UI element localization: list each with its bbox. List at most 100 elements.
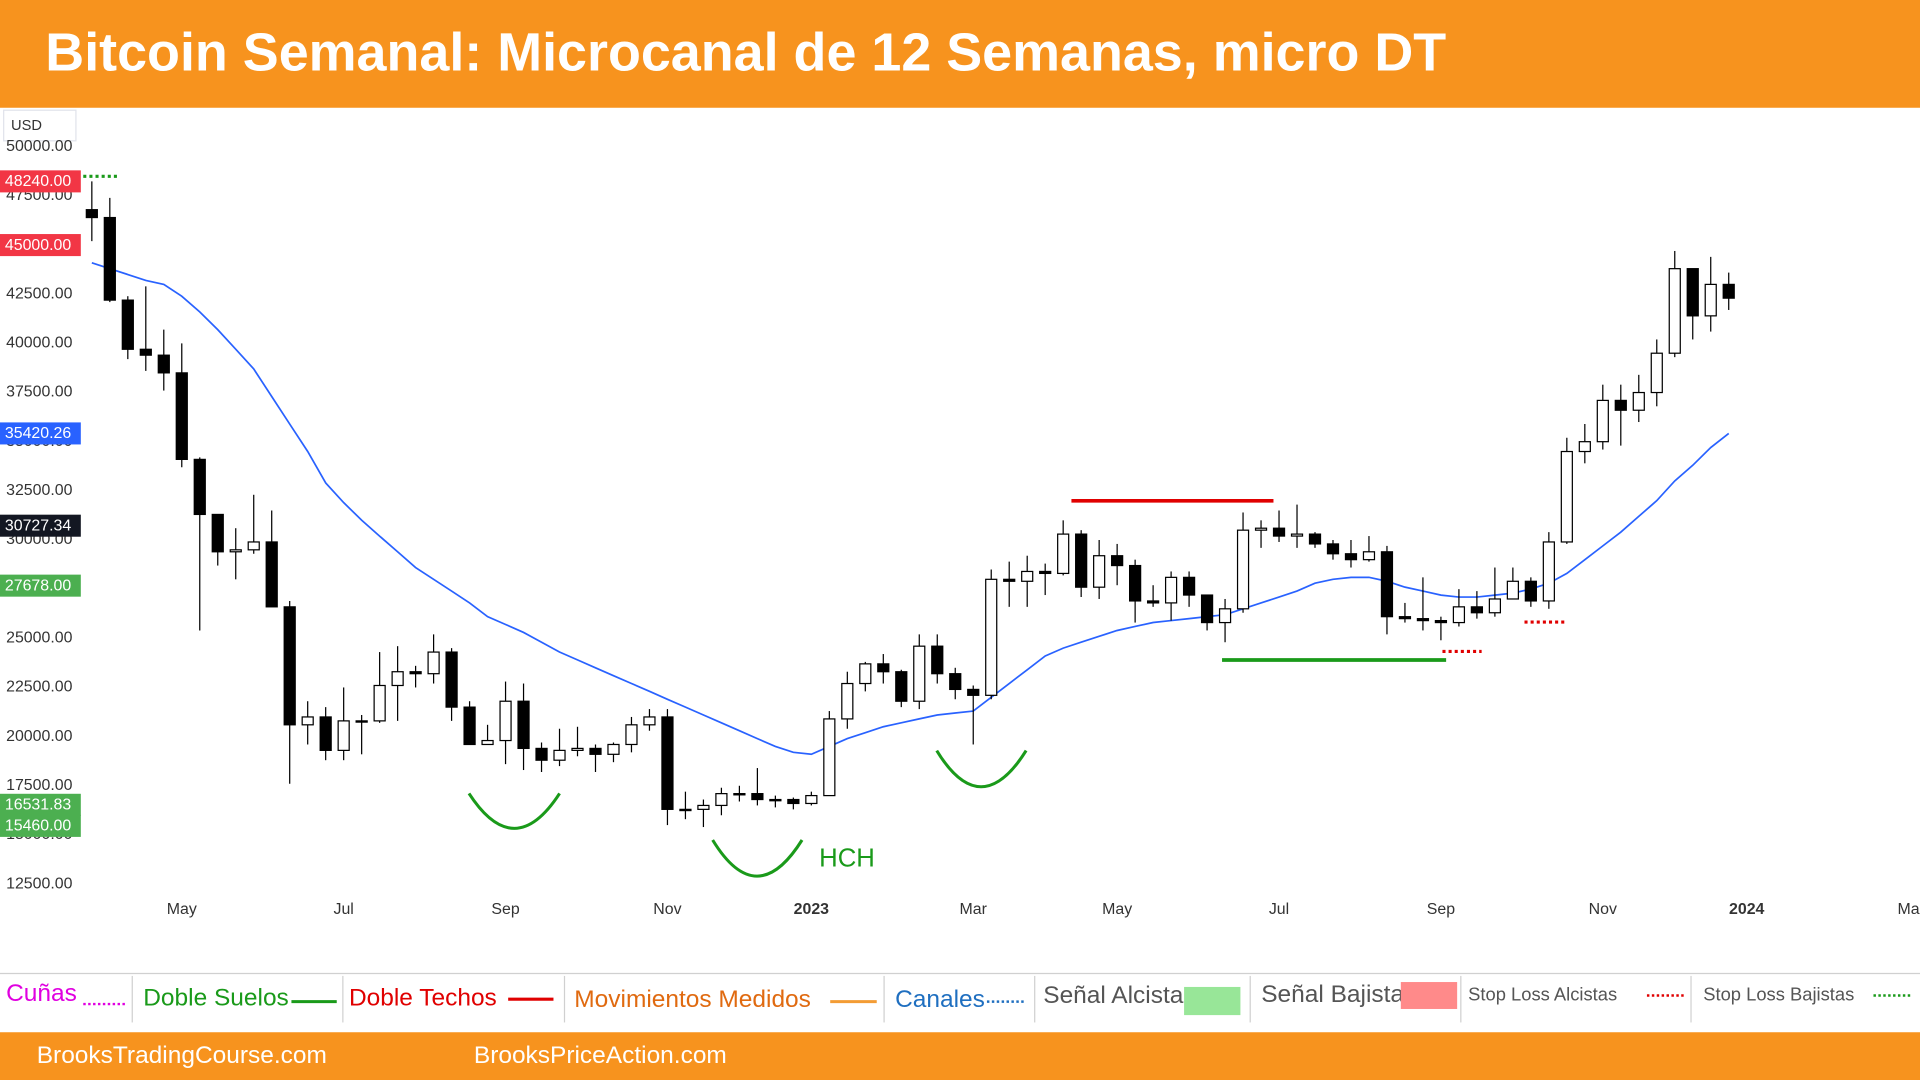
candle-body: [607, 743, 620, 755]
legend-label: Stop Loss Alcistas: [1468, 983, 1617, 1004]
candle-body: [211, 513, 224, 553]
candle-body: [913, 645, 926, 702]
candle-body: [1650, 352, 1663, 394]
candle-body: [1614, 399, 1627, 411]
candle-body: [391, 671, 404, 687]
legend: Cuñas Doble Suelos Doble Techos Movimien…: [0, 972, 1920, 1025]
candle-body: [139, 348, 152, 356]
candle-body: [823, 718, 836, 797]
candle-body: [1039, 570, 1052, 575]
legend-label: Canales: [895, 986, 985, 1013]
candle-body: [355, 720, 368, 723]
legend-label: Stop Loss Bajistas: [1703, 983, 1854, 1004]
candle-body: [337, 720, 350, 751]
legend-label: Señal Bajista: [1261, 981, 1404, 1008]
candle-body: [1021, 570, 1034, 582]
legend-label: Doble Suelos: [143, 985, 289, 1012]
candle-body: [535, 747, 548, 761]
legend-label: Doble Techos: [349, 985, 497, 1012]
footer-link: BrooksTradingCourse.com: [37, 1042, 327, 1069]
legend-swatch: [1400, 982, 1458, 1009]
price-label: 15460.00: [5, 818, 71, 835]
candle-body: [373, 684, 386, 722]
title-bar: [0, 0, 1920, 108]
moving-average: [91, 261, 1730, 756]
price-label: 35420.26: [5, 425, 71, 442]
candle-body: [1560, 450, 1573, 543]
candle-body: [409, 671, 422, 675]
x-tick-label: May: [167, 901, 197, 918]
legend-separators: [131, 975, 1692, 1023]
currency-label: USD: [11, 118, 42, 134]
candle-body: [157, 354, 170, 374]
price-label: 27678.00: [5, 577, 71, 594]
x-tick-label: Nov: [1589, 901, 1617, 918]
y-tick-label: 32500.00: [6, 482, 72, 499]
candle-body: [1344, 553, 1358, 561]
candle-body: [1596, 399, 1609, 443]
candle-body: [1200, 594, 1214, 624]
price-label-box: [0, 514, 81, 537]
y-tick-label: 42500.00: [6, 285, 72, 302]
y-tick-label: 25000.00: [6, 630, 72, 647]
candle-body: [571, 747, 584, 751]
candle-body: [265, 541, 278, 608]
candle-body: [1326, 543, 1340, 555]
legend-label: Movimientos Medidos: [574, 986, 811, 1013]
y-tick-label: 20000.00: [6, 728, 72, 745]
bottom-arc: [935, 749, 1028, 789]
candle-body: [1003, 578, 1016, 582]
candle-body: [643, 716, 656, 726]
candle-body: [1093, 555, 1106, 588]
candle-body: [1542, 541, 1555, 602]
legend-label: Cuñas: [6, 980, 77, 1007]
candle-body: [1704, 283, 1717, 317]
candle-body: [625, 724, 638, 746]
y-tick-label: 22500.00: [6, 679, 72, 696]
price-label-box: [0, 574, 81, 597]
currency-box: [3, 109, 77, 142]
x-tick-label: Jul: [1269, 901, 1289, 918]
candle-body: [85, 209, 98, 219]
candle-body: [553, 749, 566, 761]
candle-body: [427, 651, 440, 675]
candle-body: [121, 299, 134, 350]
x-tick-label: Sep: [491, 901, 519, 918]
candle-body: [733, 793, 746, 796]
candle-body: [1416, 618, 1430, 622]
candle-body: [949, 673, 962, 691]
y-tick-label: 37500.00: [6, 384, 72, 401]
legend-swatch: [1184, 986, 1241, 1016]
candle-body: [517, 700, 530, 750]
x-tick-label: 2024: [1729, 901, 1765, 918]
candle-body: [481, 739, 494, 746]
candle-body: [1236, 529, 1250, 610]
x-tick-label: Sep: [1427, 901, 1455, 918]
candle-body: [247, 541, 260, 551]
candle-body: [589, 747, 602, 755]
candle-body: [859, 663, 872, 685]
bottom-arc: [467, 792, 561, 830]
candle-body: [661, 716, 674, 810]
bottom-arc: [711, 839, 804, 878]
x-tick-label: Jul: [333, 901, 353, 918]
y-tick-label: 12500.00: [6, 875, 72, 892]
candle-body: [805, 794, 818, 805]
y-tick-label: 40000.00: [6, 335, 72, 352]
price-label: 16531.83: [5, 797, 71, 814]
candle-body: [1075, 533, 1088, 588]
candle-body: [1362, 551, 1376, 561]
candle-body: [193, 458, 206, 516]
candle-body: [1308, 533, 1322, 545]
x-tick-label: Ma: [1898, 901, 1920, 918]
candle-body: [103, 216, 116, 301]
candle-body: [877, 663, 890, 673]
annotations: HCH: [83, 174, 1565, 878]
price-label-box: [0, 793, 81, 816]
candle-body: [1398, 616, 1412, 620]
candle-body: [1632, 391, 1645, 411]
candle-body: [1129, 564, 1142, 602]
annotation-text: HCH: [819, 844, 875, 872]
candle-body: [1488, 598, 1502, 614]
